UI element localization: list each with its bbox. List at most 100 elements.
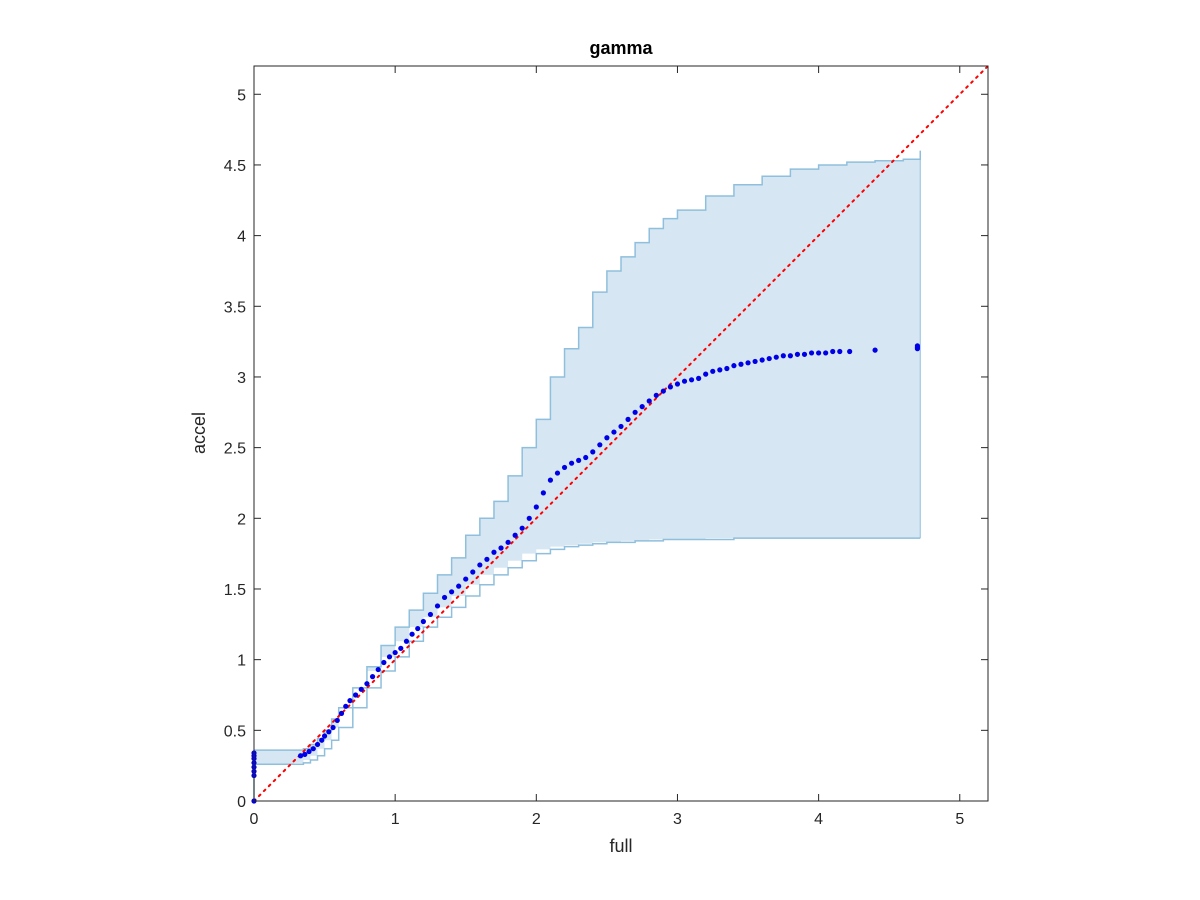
data-point	[646, 398, 652, 404]
data-point	[347, 698, 353, 704]
data-point	[808, 350, 815, 356]
y-tick-label: 2.5	[224, 441, 246, 458]
data-point	[639, 404, 645, 410]
y-tick-label: 0	[237, 794, 246, 811]
data-point	[297, 753, 304, 759]
y-tick-label: 3	[237, 370, 246, 387]
data-point	[710, 368, 716, 374]
data-point	[449, 589, 455, 595]
data-point	[310, 746, 316, 752]
data-point	[604, 435, 610, 441]
data-point	[463, 576, 469, 582]
data-point	[369, 674, 376, 680]
data-point	[823, 350, 829, 356]
band-upper-edge	[254, 150, 921, 751]
axes-box	[253, 65, 989, 802]
data-point	[759, 357, 765, 363]
data-point	[364, 681, 370, 687]
data-point	[653, 392, 659, 398]
data-point	[343, 703, 349, 709]
data-point	[540, 490, 546, 496]
data-point	[314, 741, 321, 748]
data-point	[872, 347, 878, 353]
data-point	[358, 686, 364, 692]
x-tick-label: 3	[673, 811, 682, 828]
data-point	[752, 358, 758, 365]
x-axis: 0 1 2 3 4 5	[250, 66, 964, 828]
data-point	[420, 618, 426, 625]
data-point	[667, 384, 674, 390]
data-point	[597, 442, 603, 448]
data-point	[403, 638, 410, 644]
data-point	[681, 378, 688, 384]
data-point	[611, 429, 617, 435]
data-point	[427, 611, 434, 618]
y-tick-label: 5	[237, 87, 246, 104]
data-point	[319, 737, 325, 743]
data-point	[484, 556, 490, 562]
data-point	[533, 504, 539, 510]
y-tick-label: 4.5	[224, 158, 246, 175]
data-point	[738, 361, 744, 367]
x-axis-label: full	[609, 836, 632, 856]
data-point	[766, 355, 772, 362]
data-point	[519, 525, 525, 531]
data-point	[632, 409, 638, 415]
band-lower-edge	[254, 537, 921, 765]
data-point	[326, 729, 332, 735]
data-point	[717, 367, 723, 373]
data-point	[375, 666, 381, 673]
data-point	[801, 351, 808, 357]
data-point	[434, 603, 441, 609]
data-point	[724, 365, 730, 372]
data-point	[505, 539, 511, 545]
data-point	[816, 350, 822, 356]
data-point	[787, 353, 793, 359]
data-point	[302, 751, 308, 757]
y-tick-label: 1.5	[224, 582, 246, 599]
data-point	[392, 649, 398, 656]
data-point	[381, 659, 387, 666]
data-point	[398, 645, 404, 651]
chart-title: gamma	[589, 38, 653, 58]
y-tick-label: 0.5	[224, 723, 246, 740]
data-point	[456, 583, 462, 589]
data-point	[660, 388, 666, 394]
x-tick-label: 5	[955, 811, 964, 828]
data-point	[526, 515, 532, 521]
data-point	[583, 454, 589, 461]
data-point	[554, 470, 561, 476]
data-point	[568, 460, 575, 466]
data-point	[561, 464, 568, 471]
data-point	[386, 654, 393, 660]
y-tick-label: 1	[237, 653, 246, 670]
data-point	[914, 343, 921, 349]
data-point	[780, 353, 786, 359]
data-point	[334, 717, 340, 724]
data-point	[409, 631, 415, 637]
data-point	[498, 545, 504, 551]
data-point	[847, 348, 853, 355]
data-point	[470, 569, 476, 575]
data-point	[590, 449, 596, 455]
data-point	[491, 549, 497, 555]
data-point	[696, 375, 702, 381]
data-point	[477, 562, 483, 568]
data-point	[625, 416, 631, 422]
data-point	[353, 692, 359, 698]
x-tick-label: 1	[391, 811, 400, 828]
x-tick-label: 0	[250, 811, 259, 828]
data-point	[745, 360, 751, 366]
plot-area	[251, 65, 989, 804]
x-tick-label: 4	[814, 811, 823, 828]
data-point	[576, 457, 582, 463]
data-point	[441, 594, 448, 601]
y-axis: 0 0.5 1 1.5 2 2.5 3 3.5 4 4.5 5	[224, 87, 988, 811]
data-point	[321, 733, 328, 739]
data-point	[688, 377, 695, 383]
data-point	[306, 748, 312, 755]
data-point	[837, 348, 843, 355]
data-point	[773, 354, 779, 360]
y-tick-label: 2	[237, 511, 246, 528]
